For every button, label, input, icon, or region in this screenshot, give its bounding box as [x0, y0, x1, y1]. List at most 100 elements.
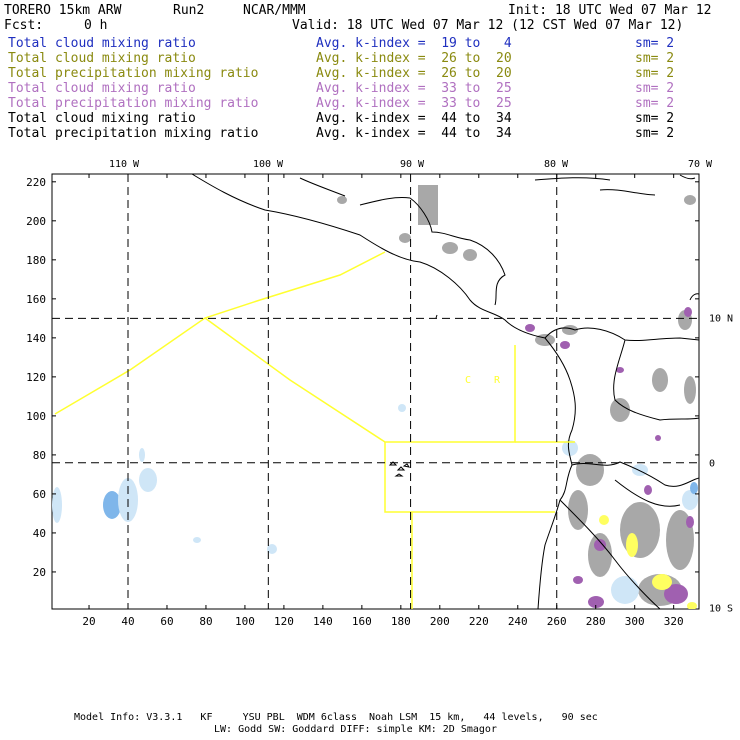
- cloud-patch: [588, 596, 604, 608]
- x-tick-label: 240: [508, 615, 528, 628]
- forecast-hour: 0 h: [84, 18, 108, 33]
- cloud-patch: [652, 368, 668, 392]
- cloud-patch: [139, 448, 145, 462]
- model-info-line2: LW: Godd SW: Goddard DIFF: simple KM: 2D…: [214, 724, 497, 735]
- legend-k-index: Avg. k-index = 33 to 25: [316, 96, 512, 111]
- region-label: C: [465, 375, 471, 386]
- y-tick-label: 200: [26, 215, 46, 228]
- legend-k-index: Avg. k-index = 44 to 34: [316, 126, 512, 141]
- cloud-patch: [560, 341, 570, 349]
- map-frame: [51, 173, 700, 610]
- cloud-patch: [463, 249, 477, 261]
- x-tick-label: 80: [199, 615, 212, 628]
- cloud-patch: [193, 537, 201, 543]
- cloud-patch: [690, 482, 698, 494]
- x-tick-label: 280: [586, 615, 606, 628]
- south-america-coast: [574, 327, 700, 342]
- cloud-patch: [684, 307, 692, 317]
- cloud-patch: [655, 435, 661, 441]
- galapagos: [388, 461, 411, 477]
- org-label: NCAR/MMM: [243, 3, 306, 18]
- legend-k-index: Avg. k-index = 44 to 34: [316, 111, 512, 126]
- x-axis-ticks: 20 40 60 80 100 120 140 160 180 200 220 240 260 280 30…: [82, 174, 684, 628]
- x-tick-label: 200: [430, 615, 450, 628]
- cloud-patch: [682, 490, 698, 510]
- y-tick-label: 100: [26, 410, 46, 423]
- y-tick-label: 40: [33, 527, 46, 540]
- cloud-patch: [562, 440, 578, 456]
- mexico-central-america-coast: [191, 173, 576, 339]
- longitude-labels: 110 W 100 W 90 W 80 W 70 W: [109, 159, 713, 170]
- cloud-patch: [664, 584, 688, 604]
- boundary-line: [54, 251, 386, 415]
- cloud-patch: [652, 574, 672, 590]
- legend-field-name: Total cloud mixing ratio: [8, 81, 196, 96]
- region-boundaries: [54, 251, 575, 609]
- cloud-patch: [139, 468, 157, 492]
- legend-smoothing: sm= 2: [635, 111, 675, 126]
- x-tick-label: 300: [625, 615, 645, 628]
- gulf-coast: [299, 177, 346, 197]
- legend-field-name: Total cloud mixing ratio: [8, 111, 196, 126]
- legend-field-name: Total precipitation mixing ratio: [8, 126, 259, 141]
- interior-boundary: [571, 461, 700, 487]
- y-tick-label: 60: [33, 488, 46, 501]
- y-tick-label: 20: [33, 566, 46, 579]
- y-tick-label: 180: [26, 254, 46, 267]
- legend-smoothing: sm= 2: [635, 81, 675, 96]
- longitude-label: 70 W: [688, 159, 713, 170]
- forecast-label: Fcst:: [4, 18, 44, 33]
- run-label: Run2: [173, 3, 205, 18]
- legend-smoothing: sm= 2: [635, 51, 675, 66]
- cloud-patch: [632, 464, 648, 476]
- legend-k-index: Avg. k-index = 19 to 4: [316, 36, 512, 51]
- y-axis-ticks: 20 40 60 80 100 120 140 160 180 200 220: [26, 176, 699, 579]
- lat-lon-grid: [52, 174, 699, 609]
- cloud-patch: [442, 242, 458, 254]
- cloud-patch: [568, 490, 588, 530]
- cloud-patch: [399, 233, 411, 243]
- x-tick-label: 60: [160, 615, 173, 628]
- cocos-island: [435, 314, 438, 319]
- cloud-patch: [588, 533, 612, 577]
- interior-boundary: [614, 479, 681, 507]
- cloud-patch: [684, 376, 696, 404]
- yucatan-coast: [359, 197, 506, 306]
- region-label: R: [494, 375, 501, 386]
- x-tick-label: 260: [547, 615, 567, 628]
- y-tick-label: 160: [26, 293, 46, 306]
- cloud-patch: [398, 404, 406, 412]
- boundary-line: [384, 442, 555, 513]
- cloud-patch: [594, 539, 606, 551]
- y-tick-label: 220: [26, 176, 46, 189]
- legend-smoothing: sm= 2: [635, 36, 675, 51]
- cloud-patch: [525, 324, 535, 332]
- cloud-patch: [616, 367, 624, 373]
- small-island: [689, 293, 700, 301]
- cloud-shading: [52, 185, 698, 609]
- cloud-patch: [610, 398, 630, 422]
- cloud-patch: [576, 454, 604, 486]
- legend-field-name: Total cloud mixing ratio: [8, 51, 196, 66]
- latitude-label: 10 S: [709, 604, 733, 615]
- x-tick-label: 120: [274, 615, 294, 628]
- longitude-label: 90 W: [400, 159, 425, 170]
- legend-field-name: Total cloud mixing ratio: [8, 36, 196, 51]
- cloud-patch: [620, 502, 660, 558]
- y-tick-label: 120: [26, 371, 46, 384]
- legend-k-index: Avg. k-index = 26 to 20: [316, 51, 512, 66]
- colombia-pacific-coast: [537, 337, 576, 610]
- x-tick-label: 180: [391, 615, 411, 628]
- longitude-label: 80 W: [544, 159, 569, 170]
- cloud-patch: [687, 602, 697, 609]
- legend-smoothing: sm= 2: [635, 96, 675, 111]
- cloud-patch: [644, 485, 652, 495]
- legend-field-name: Total precipitation mixing ratio: [8, 96, 259, 111]
- caribbean-islands: [534, 177, 656, 196]
- cloud-patch: [337, 196, 347, 204]
- x-tick-label: 40: [121, 615, 134, 628]
- cloud-patch: [267, 544, 277, 554]
- x-tick-label: 320: [664, 615, 684, 628]
- cloud-patch: [684, 195, 696, 205]
